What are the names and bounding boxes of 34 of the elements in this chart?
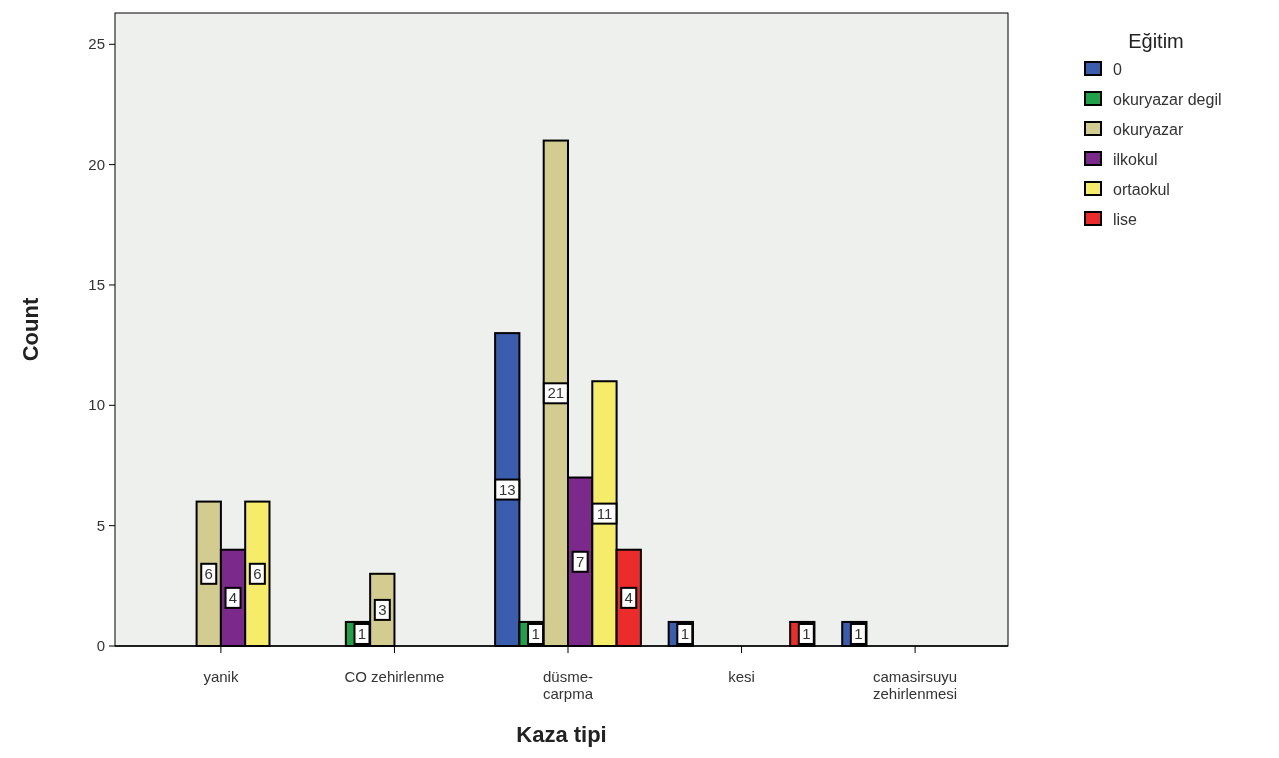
data-label: 1 [357,624,367,642]
y-tick-label: 20 [88,155,105,173]
data-label: 11 [596,504,613,522]
legend-label: 0 [1113,61,1122,78]
data-label: 3 [378,600,387,618]
legend-label: ilkokul [1113,151,1158,168]
legend-label: okuryazar degil [1113,91,1222,108]
data-label: 4 [624,588,633,606]
y-tick-label: 0 [96,637,105,654]
legend-label: ortaokul [1113,181,1170,198]
data-label: 4 [228,588,238,606]
x-tick-label: kesi [728,668,755,685]
y-tick-label: 25 [88,35,105,53]
legend-label: okuryazar [1113,121,1184,138]
y-tick-label: 10 [88,396,105,414]
data-label: 1 [680,624,689,642]
x-tick-label: düsme- carpma [542,668,594,702]
y-tick-label: 15 [88,275,105,293]
y-tick-label: 5 [96,516,105,534]
data-label: 1 [802,624,811,642]
data-label: 6 [204,564,213,582]
legend-title: Eğitim [1128,30,1184,52]
y-axis-title: Count [18,297,43,362]
data-label: 1 [854,624,863,642]
x-tick-label: camasirsuyu zehirlenmesi [873,668,958,702]
data-label: 1 [531,624,540,642]
legend-label: lise [1113,211,1138,228]
x-tick-label: CO zehirlenme [344,668,445,685]
data-label: 7 [575,552,585,570]
data-label: 21 [547,384,565,402]
x-tick-label: yanik [203,668,239,685]
data-label: 6 [253,564,262,582]
data-label: 13 [498,480,516,498]
x-axis-title: Kaza tipi [516,722,607,747]
